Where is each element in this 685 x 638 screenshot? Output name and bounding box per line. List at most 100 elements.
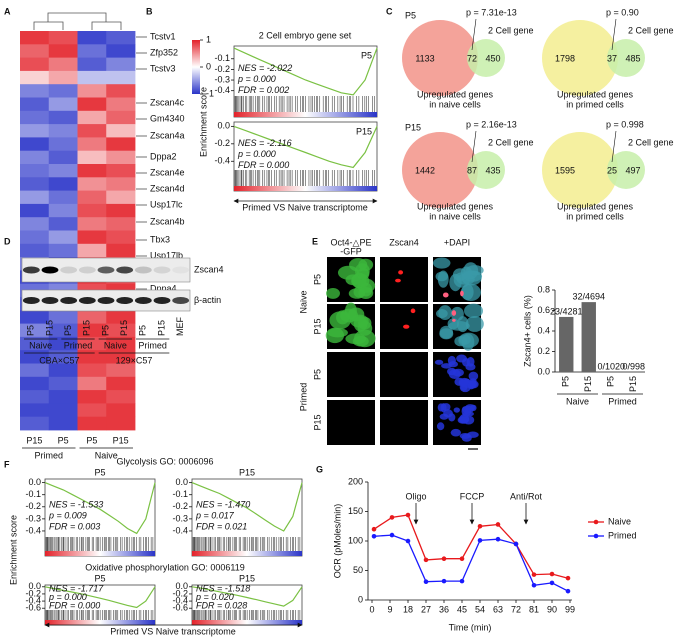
heatmap-cell: [106, 203, 136, 218]
cell-blob: [457, 416, 467, 424]
cell-blob: [453, 407, 460, 413]
blot-band: [60, 266, 78, 274]
heatmap-cell: [48, 84, 78, 98]
venn-set: [402, 132, 478, 208]
heatmap-cell: [106, 124, 136, 138]
panel-label: B: [146, 6, 153, 16]
cell-blob: [460, 290, 464, 297]
y-tick-label: -0.2: [25, 501, 41, 511]
heatmap-cell: [20, 124, 50, 138]
y-tick-label: -0.6: [172, 603, 188, 613]
data-point: [459, 556, 465, 561]
y-tick-label: -0.3: [214, 74, 230, 84]
panel-label: D: [4, 236, 11, 246]
blot-band: [172, 297, 190, 304]
gene-label: Gm4340: [150, 113, 185, 123]
heatmap-cell: [48, 203, 78, 218]
venn-set: [542, 132, 618, 208]
rank-colorbar: [192, 551, 302, 556]
heatmap-cell: [20, 217, 50, 231]
venn-caption: in naive cells: [429, 99, 481, 109]
heatmap-cell: [77, 203, 107, 218]
strain-label: CBA×C57: [39, 355, 79, 365]
heatmap-cell: [77, 70, 107, 85]
row-label: P5: [312, 369, 322, 380]
cell-blob: [434, 359, 444, 365]
group-label: Naive: [566, 396, 589, 406]
lane-label: P15: [82, 320, 92, 336]
heatmap-cell: [20, 31, 50, 45]
venn-p: p = 2.16e-13: [466, 119, 517, 129]
data-point: [495, 522, 501, 527]
venn-pointer: [471, 18, 477, 51]
gsea-name: P5: [94, 467, 105, 477]
venn-count: 72: [467, 53, 477, 63]
micrograph: [327, 352, 375, 397]
data-point: [389, 515, 395, 520]
gene-label: Tbx3: [150, 234, 170, 244]
blot-band: [153, 266, 171, 274]
group-label: Naive: [104, 340, 127, 350]
data-point: [459, 578, 465, 584]
data-point: [441, 578, 447, 584]
gsea-name: P15: [239, 467, 255, 477]
heatmap-cell: [20, 390, 50, 404]
blot-band: [22, 266, 40, 274]
heatmap-cell: [48, 137, 78, 152]
venn-set: [467, 151, 505, 189]
series-line: [373, 534, 569, 592]
gsea-stat: p = 0.000: [237, 149, 276, 159]
cell-blob: [464, 303, 484, 319]
heatmap-cell: [106, 376, 136, 391]
venn-count: 1798: [555, 53, 575, 63]
micrograph: [380, 400, 428, 445]
venn-count: 485: [625, 53, 640, 63]
gsea-stat: FDR = 0.003: [49, 521, 100, 531]
heatmap-cell: [20, 323, 50, 338]
heatmap-cell: [77, 217, 107, 231]
value-label: 23/4281: [550, 306, 583, 316]
y-tick-label: 0: [358, 594, 363, 604]
y-tick-label: 0.4: [537, 325, 550, 335]
venn-set: [607, 39, 645, 77]
cell-blob: [448, 413, 456, 422]
venn-p: p = 0.90: [606, 7, 639, 17]
venn-caption: Upregulated genes: [557, 201, 634, 211]
gsea-stat: NES = -1.470: [196, 499, 250, 509]
heatmap-cell: [77, 44, 107, 58]
data-point: [549, 571, 555, 577]
blot-band: [41, 266, 59, 274]
y-tick-label: 0.0: [537, 366, 550, 376]
heatmap-cell: [77, 310, 107, 324]
heatmap-cell: [106, 44, 136, 58]
gsea-title: 2 Cell embryo gene set: [259, 30, 352, 40]
heatmap-cell: [48, 110, 78, 125]
legend-marker: [593, 533, 599, 539]
heatmap-cell: [77, 363, 107, 378]
gsea-name: P5: [94, 573, 105, 583]
heatmap-cell: [106, 230, 136, 245]
heatmap-cell: [48, 363, 78, 378]
venn-pointer: [611, 18, 617, 51]
dendrogram: [33, 12, 122, 30]
venn-set-label: 2 Cell gene: [488, 25, 534, 35]
cell-blob: [460, 283, 482, 301]
data-point: [423, 579, 429, 585]
heatmap-cell: [48, 70, 78, 85]
data-point: [477, 538, 483, 543]
heatmap-cell: [106, 390, 136, 404]
data-point: [495, 536, 501, 542]
data-point: [531, 582, 537, 588]
enrichment-curve: [233, 125, 378, 169]
micrograph: [380, 352, 428, 397]
column-label: P5: [86, 435, 97, 445]
gene-label: Zscan4b: [150, 216, 185, 226]
rank-colorbar: [192, 620, 302, 625]
cell-blob: [459, 379, 470, 385]
y-tick-label: 0.2: [537, 346, 550, 356]
gsea-stat: NES = -2.116: [238, 138, 292, 148]
venn-set: [467, 39, 505, 77]
heatmap-cell: [20, 44, 50, 58]
blot-band: [97, 266, 115, 274]
cell-blob: [340, 308, 359, 323]
